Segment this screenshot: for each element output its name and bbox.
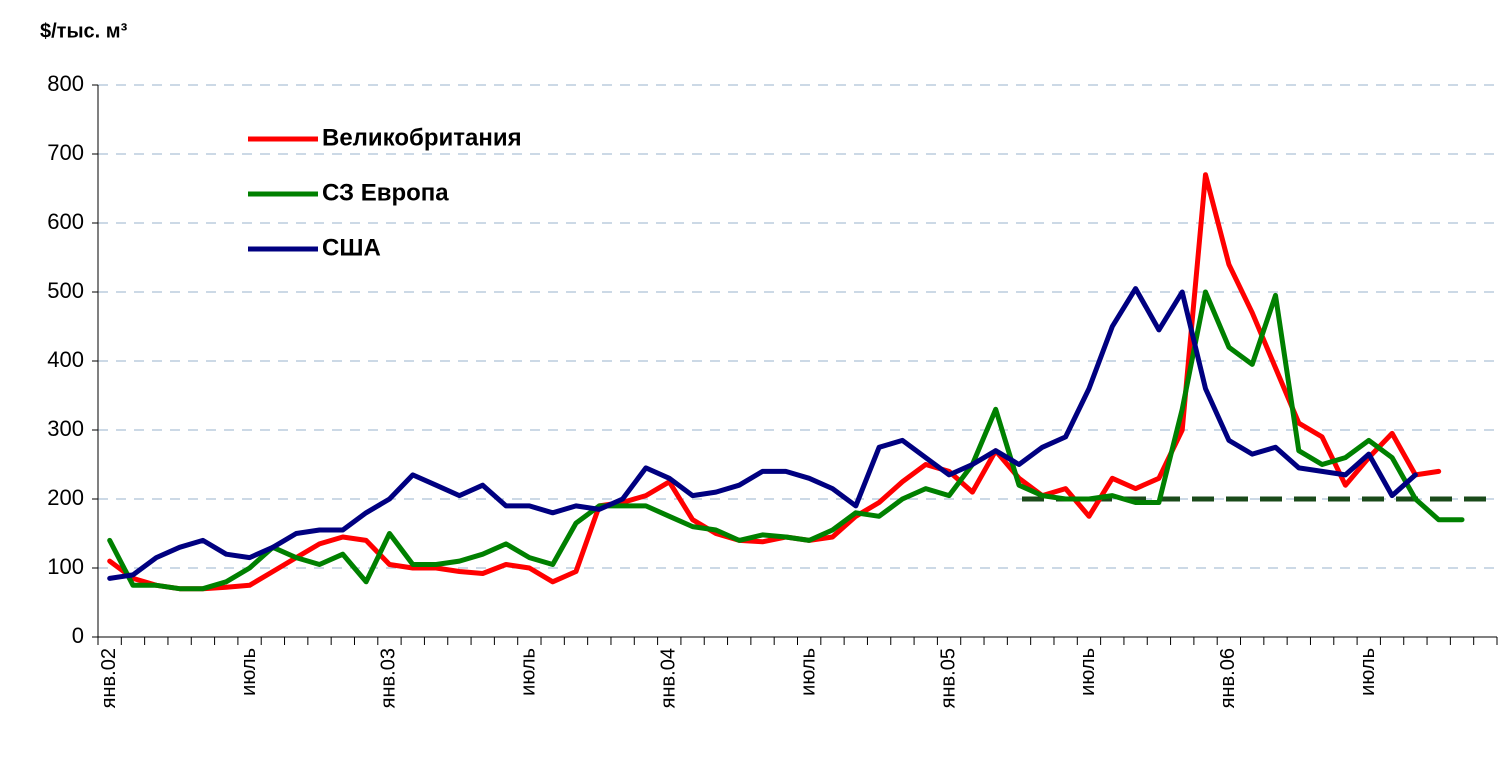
x-tick-label: янв.06 xyxy=(1217,648,1239,708)
x-tick-label: янв.03 xyxy=(378,648,400,708)
legend-label: Великобритания xyxy=(322,124,522,151)
x-tick-label: июль xyxy=(518,648,540,696)
y-tick-label: 800 xyxy=(47,71,84,96)
y-tick-label: 0 xyxy=(72,623,84,648)
legend-label: СЗ Европа xyxy=(322,179,449,206)
series-line xyxy=(107,172,1442,592)
y-tick-label: 300 xyxy=(47,416,84,441)
y-tick-label: 200 xyxy=(47,485,84,510)
y-tick-label: 500 xyxy=(47,278,84,303)
legend-label: США xyxy=(322,234,381,261)
y-tick-label: 600 xyxy=(47,209,84,234)
series-line xyxy=(107,286,1418,581)
x-tick-label: янв.02 xyxy=(98,648,120,708)
series-line xyxy=(107,289,1465,592)
x-tick-label: июль xyxy=(797,648,819,696)
x-tick-label: янв.05 xyxy=(937,648,959,708)
y-tick-label: 100 xyxy=(47,554,84,579)
y-axis-label: $/тыс. м³ xyxy=(40,20,128,42)
y-tick-label: 700 xyxy=(47,140,84,165)
x-tick-label: июль xyxy=(1077,648,1099,696)
x-tick-label: янв.04 xyxy=(658,648,680,708)
y-tick-label: 400 xyxy=(47,347,84,372)
x-tick-label: июль xyxy=(1357,648,1379,696)
x-tick-label: июль xyxy=(238,648,260,696)
